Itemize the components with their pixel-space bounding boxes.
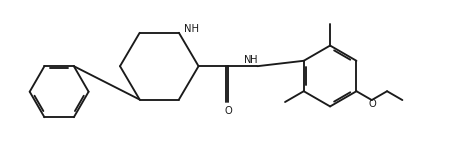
- Text: H: H: [249, 55, 257, 65]
- Text: O: O: [368, 99, 376, 109]
- Text: O: O: [224, 106, 231, 116]
- Text: NH: NH: [183, 24, 198, 34]
- Text: N: N: [243, 55, 251, 65]
